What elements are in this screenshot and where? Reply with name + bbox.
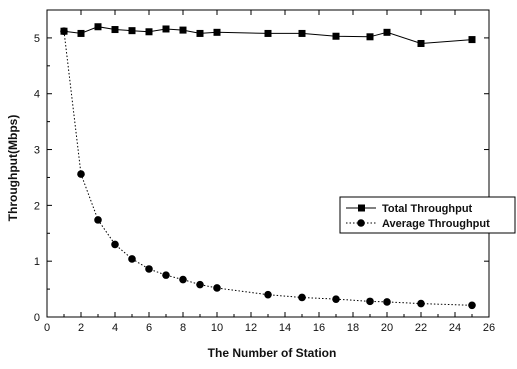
data-point-square [179, 26, 187, 34]
data-point-circle [383, 298, 391, 306]
data-point-square [366, 33, 374, 41]
data-point-circle [332, 295, 340, 303]
data-point-square [383, 28, 391, 36]
x-tick-label: 10 [211, 322, 223, 334]
data-point-square [417, 39, 425, 47]
data-point-square [196, 29, 204, 37]
data-point-circle [213, 284, 221, 292]
data-point-circle [77, 170, 85, 178]
plot-frame [46, 9, 490, 318]
data-point-circle [366, 297, 374, 306]
y-tick-label: 1 [34, 256, 40, 268]
data-point-square [264, 29, 272, 37]
series-line-1 [63, 31, 473, 306]
legend: Total Throughput Average Throughput [339, 196, 516, 234]
x-tick-label: 22 [415, 322, 427, 334]
data-point-square [77, 29, 85, 37]
data-point-circle [145, 265, 153, 273]
legend-marker-square [358, 204, 365, 212]
data-point-circle [417, 299, 425, 308]
x-tick-label: 26 [483, 322, 495, 334]
y-tick-label: 0 [34, 312, 40, 324]
data-point-circle [468, 301, 476, 310]
data-point-circle [60, 27, 68, 36]
data-point-circle [196, 280, 204, 289]
data-point-circle [298, 293, 306, 302]
y-axis-title: Throughput(Mbps) [6, 115, 20, 222]
data-point-square [332, 32, 340, 40]
x-tick-label: 2 [78, 322, 84, 334]
data-point-square [145, 28, 153, 36]
data-point-square [128, 27, 136, 35]
data-point-circle [94, 216, 102, 224]
data-point-circle [162, 271, 170, 279]
x-axis-title: The Number of Station [208, 346, 337, 360]
y-tick-label: 3 [34, 145, 40, 157]
legend-box [339, 196, 516, 234]
y-tick-label: 5 [34, 33, 40, 45]
legend-marker-circle [357, 219, 365, 227]
data-point-square [468, 36, 476, 44]
y-tick-label: 2 [34, 200, 40, 212]
data-point-circle [111, 240, 119, 249]
x-tick-label: 24 [449, 322, 461, 334]
x-tick-label: 4 [112, 322, 118, 334]
x-tick-label: 12 [245, 322, 257, 334]
data-point-square [213, 28, 221, 36]
data-point-square [162, 25, 170, 33]
data-point-circle [128, 255, 136, 263]
x-tick-label: 0 [44, 322, 50, 334]
x-tick-label: 20 [381, 322, 393, 334]
data-point-circle [264, 290, 272, 299]
x-tick-label: 8 [180, 322, 186, 334]
x-tick-label: 18 [347, 322, 359, 334]
legend-label-1: Average Throughput [382, 218, 490, 230]
y-tick-label: 4 [34, 89, 40, 101]
series-layer [60, 23, 476, 310]
x-tick-label: 14 [279, 322, 291, 334]
data-point-square [111, 26, 119, 34]
legend-label-0: Total Throughput [382, 203, 473, 215]
data-point-square [298, 29, 306, 37]
x-tick-label: 16 [313, 322, 325, 334]
data-point-circle [179, 275, 187, 284]
x-tick-label: 6 [146, 322, 152, 334]
data-point-square [94, 23, 102, 31]
